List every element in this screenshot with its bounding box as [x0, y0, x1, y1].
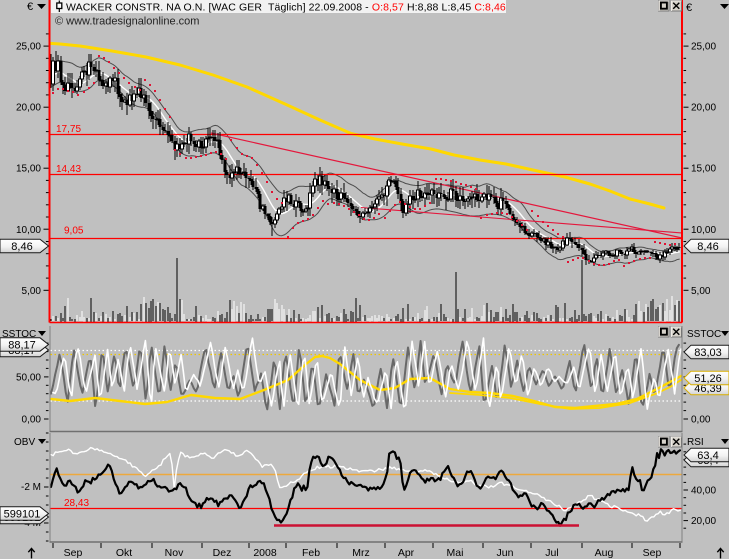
svg-text:9,05: 9,05 — [64, 226, 84, 237]
svg-text:OBV: OBV — [14, 437, 35, 448]
svg-text:20,00: 20,00 — [691, 516, 716, 527]
svg-text:20,00: 20,00 — [16, 103, 41, 114]
svg-text:Apr: Apr — [398, 547, 415, 559]
svg-text:8,46: 8,46 — [697, 241, 718, 253]
svg-text:€: € — [686, 2, 692, 14]
svg-text:0,00: 0,00 — [22, 415, 42, 426]
svg-text:599101: 599101 — [4, 508, 41, 520]
svg-text:50,00: 50,00 — [16, 372, 41, 383]
svg-text:2008: 2008 — [253, 547, 277, 559]
svg-text:Mai: Mai — [447, 547, 464, 559]
svg-text:Jun: Jun — [497, 547, 514, 559]
svg-text:5,00: 5,00 — [22, 286, 42, 297]
svg-text:Aug: Aug — [595, 547, 614, 559]
svg-text:Jul: Jul — [545, 547, 558, 559]
svg-text:Okt: Okt — [116, 547, 132, 559]
svg-text:Mrz: Mrz — [352, 547, 370, 559]
svg-text:10,00: 10,00 — [16, 225, 41, 236]
svg-text:20,00: 20,00 — [691, 103, 716, 114]
svg-text:8,46: 8,46 — [11, 241, 32, 253]
svg-text:15,00: 15,00 — [16, 164, 41, 175]
svg-text:Sep: Sep — [643, 547, 662, 559]
svg-text:51,26: 51,26 — [694, 373, 722, 385]
svg-text:© www.tradesignalonline.com: © www.tradesignalonline.com — [55, 16, 199, 28]
svg-text:40,00: 40,00 — [691, 486, 716, 497]
svg-text:5,00: 5,00 — [691, 286, 711, 297]
svg-text:-2 M: -2 M — [21, 482, 41, 493]
svg-text:Nov: Nov — [165, 547, 184, 559]
svg-text:25,00: 25,00 — [16, 42, 41, 53]
svg-text:RSI: RSI — [687, 437, 704, 448]
svg-text:SSTOC: SSTOC — [2, 329, 36, 340]
svg-text:€: € — [27, 1, 33, 13]
svg-text:88,17: 88,17 — [8, 339, 36, 351]
svg-text:15,00: 15,00 — [691, 164, 716, 175]
svg-text:46,39: 46,39 — [694, 383, 722, 395]
svg-text:Feb: Feb — [302, 547, 320, 559]
svg-text:63,4: 63,4 — [697, 450, 718, 462]
svg-text:25,00: 25,00 — [691, 42, 716, 53]
svg-text:14,43: 14,43 — [56, 164, 81, 175]
svg-text:17,75: 17,75 — [56, 124, 81, 135]
svg-text:Sep: Sep — [64, 547, 83, 559]
svg-text:0,00: 0,00 — [691, 415, 711, 426]
svg-text:SSTOC: SSTOC — [687, 329, 721, 340]
svg-text:83,03: 83,03 — [694, 347, 722, 359]
svg-text:WACKER CONSTR. NA O.N. [WAC GE: WACKER CONSTR. NA O.N. [WAC GER Täglich]… — [66, 2, 506, 14]
svg-text:28,43: 28,43 — [64, 498, 89, 509]
svg-text:Dez: Dez — [213, 547, 232, 559]
svg-text:10,00: 10,00 — [691, 225, 716, 236]
